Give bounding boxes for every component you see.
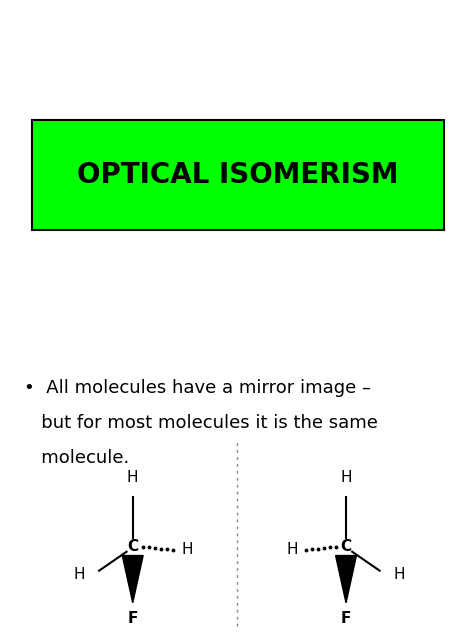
Text: C: C bbox=[127, 539, 138, 554]
Text: F: F bbox=[341, 611, 351, 626]
Text: molecule.: molecule. bbox=[24, 449, 129, 466]
Text: but for most molecules it is the same: but for most molecules it is the same bbox=[24, 414, 378, 432]
FancyBboxPatch shape bbox=[32, 120, 444, 230]
Polygon shape bbox=[122, 556, 143, 603]
Text: H: H bbox=[340, 470, 352, 485]
Text: C: C bbox=[340, 539, 352, 554]
Text: •  All molecules have a mirror image –: • All molecules have a mirror image – bbox=[24, 379, 371, 397]
Text: H: H bbox=[286, 542, 298, 557]
Text: H: H bbox=[181, 542, 192, 557]
Text: F: F bbox=[128, 611, 138, 626]
Text: H: H bbox=[393, 567, 405, 582]
Text: OPTICAL ISOMERISM: OPTICAL ISOMERISM bbox=[77, 161, 399, 189]
Text: H: H bbox=[127, 470, 138, 485]
Text: H: H bbox=[74, 567, 85, 582]
Polygon shape bbox=[336, 556, 356, 603]
